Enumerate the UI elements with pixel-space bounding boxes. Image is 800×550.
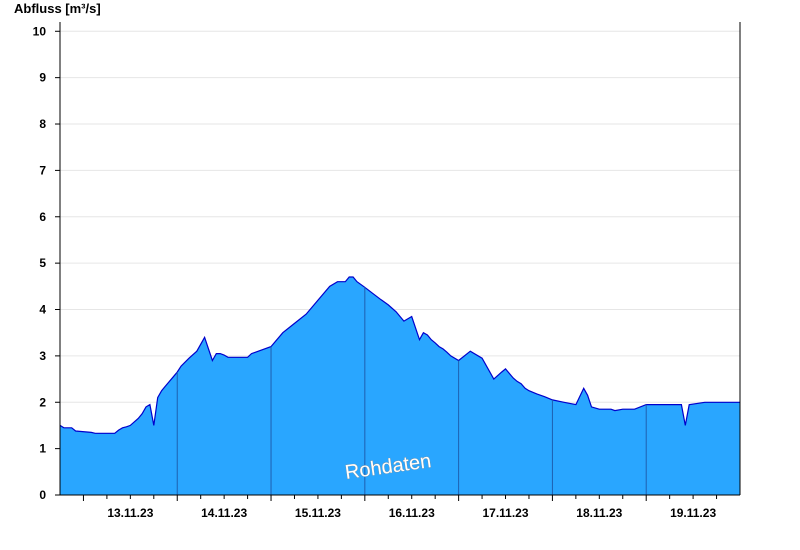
y-tick-label-9: 9 [39, 71, 46, 85]
y-tick-label-7: 7 [39, 163, 46, 177]
y-tick-label-0: 0 [39, 488, 46, 502]
discharge-area [59, 276, 740, 495]
x-tick-label-17.11.23: 17.11.23 [482, 506, 528, 520]
x-tick-label-14.11.23: 14.11.23 [201, 506, 247, 520]
x-tick-label-18.11.23: 18.11.23 [576, 506, 622, 520]
y-tick-label-10: 10 [33, 24, 47, 38]
y-tick-label-5: 5 [39, 256, 46, 270]
y-axis-label: Abfluss [m³/s] [14, 1, 101, 16]
x-tick-label-13.11.23: 13.11.23 [107, 506, 153, 520]
axes [59, 22, 741, 496]
y-tick-label-6: 6 [39, 210, 46, 224]
series-line [59, 276, 740, 434]
x-tick-label-16.11.23: 16.11.23 [389, 506, 435, 520]
y-tick-label-4: 4 [39, 303, 46, 317]
y-tick-label-2: 2 [39, 395, 46, 409]
series-area-fill [60, 277, 740, 495]
y-tick-label-8: 8 [39, 117, 46, 131]
y-tick-label-1: 1 [39, 442, 46, 456]
x-tick-label-19.11.23: 19.11.23 [670, 506, 716, 520]
y-axis-ticks: 0 1 2 3 4 5 6 7 8 9 10 [33, 24, 60, 502]
y-tick-label-3: 3 [39, 349, 46, 363]
x-tick-label-15.11.23: 15.11.23 [295, 506, 341, 520]
day-separators [176, 287, 647, 495]
x-axis-ticks: 13.11.23 14.11.23 15.11.23 16.11.23 17.11.23… [82, 495, 718, 520]
